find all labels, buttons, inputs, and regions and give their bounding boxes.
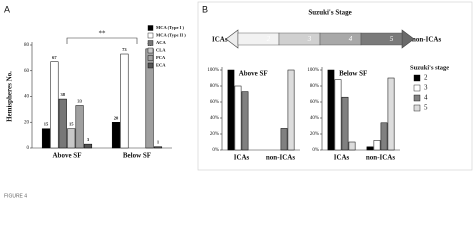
y-tick-label: 80% — [210, 84, 219, 89]
stage-segment — [319, 32, 362, 46]
y-tick-label: 20% — [310, 132, 319, 137]
figure: A B Suzuki's Stage ICAs non-ICAs FIGURE … — [4, 1, 473, 199]
y-tick-label: 80 — [24, 43, 30, 48]
bar — [153, 146, 163, 149]
data-label: 67 — [52, 55, 57, 60]
legend-swatch — [147, 62, 154, 69]
bar — [50, 61, 59, 149]
y-axis-label: Hemispheres No. — [6, 71, 14, 122]
bar — [327, 69, 335, 151]
x-tick-label: ICAs — [334, 154, 350, 162]
chart-title: Below SF — [339, 70, 367, 78]
stage-left: ICAs — [212, 36, 228, 44]
y-tick-label: 0 — [27, 146, 30, 151]
bar — [341, 96, 349, 151]
legend-label: PCA — [156, 55, 166, 60]
data-label: 1 — [157, 140, 160, 145]
legend-label: 2 — [424, 74, 428, 82]
bar — [287, 69, 295, 151]
legend-swatch — [147, 32, 154, 39]
legend-swatch — [413, 94, 421, 102]
legend-label: ACA — [156, 40, 166, 45]
y-tick-label: 100% — [307, 68, 319, 73]
data-label: 20 — [114, 115, 119, 120]
legend-label: 4 — [424, 94, 428, 102]
legend-label: MCA (Type II ) — [156, 33, 186, 38]
y-tick-label: 60% — [310, 100, 319, 105]
x-tick-label: Above SF — [53, 152, 82, 160]
bar — [334, 79, 342, 151]
bar — [387, 77, 395, 151]
y-tick-label: 40% — [210, 116, 219, 121]
stage-segment — [278, 32, 321, 46]
data-label: 38 — [61, 92, 66, 97]
legend-swatch — [147, 55, 154, 61]
stage-title: Suzuki's Stage — [308, 9, 351, 17]
stage-segment — [237, 32, 280, 46]
figure-label: FIGURE 4 — [4, 193, 27, 199]
bar — [67, 128, 76, 149]
x-tick-label: non-ICAs — [366, 154, 395, 162]
stage-label: 4 — [349, 35, 353, 43]
stage-label: 2 — [267, 35, 271, 43]
bar — [280, 128, 288, 151]
panel-label: B — [202, 4, 208, 14]
y-tick-label: 60% — [210, 100, 219, 105]
x-tick-label: Below SF — [123, 152, 151, 160]
bar — [366, 146, 374, 151]
bar — [120, 53, 129, 149]
y-tick-label: 100% — [207, 68, 219, 73]
legend-label: MCA (Type I ) — [156, 25, 185, 30]
bar — [380, 122, 388, 151]
legend-label: 5 — [424, 104, 428, 112]
legend-swatch — [147, 25, 154, 31]
legend-swatch — [147, 47, 154, 54]
bar — [241, 91, 249, 151]
stage-label: 5 — [390, 35, 394, 43]
y-tick-label: 40 — [24, 95, 30, 100]
y-tick-label: 20% — [210, 132, 219, 137]
legend-swatch — [413, 104, 421, 112]
y-tick-label: 80% — [310, 84, 319, 89]
y-tick-label: 0% — [212, 148, 219, 153]
data-label: 3 — [87, 137, 90, 142]
stage-label: 3 — [307, 35, 312, 43]
legend-label: 3 — [424, 84, 428, 92]
bar — [41, 128, 51, 149]
x-tick-label: ICAs — [234, 154, 250, 162]
bar — [83, 143, 93, 149]
legend-swatch — [147, 40, 154, 46]
bar — [75, 105, 84, 149]
bar — [234, 85, 242, 151]
bracket — [66, 37, 138, 44]
annotation: ** — [99, 30, 107, 38]
bar — [348, 141, 356, 151]
legend-swatch — [413, 84, 421, 92]
y-tick-label: 0% — [312, 148, 319, 153]
bar — [111, 122, 121, 149]
bar — [58, 98, 67, 149]
legend-label: ECA — [156, 63, 166, 68]
legend-label: CLA — [156, 48, 166, 53]
stage-right: non-ICAs — [412, 36, 441, 44]
legend-title: Suzuki's stage — [410, 64, 449, 71]
bar — [227, 69, 235, 151]
bar — [373, 140, 381, 151]
data-label: 15 — [44, 122, 49, 127]
data-label: 33 — [77, 99, 82, 104]
y-tick-label: 60 — [24, 69, 30, 74]
x-tick-label: non-ICAs — [266, 154, 295, 162]
data-label: 15 — [69, 122, 74, 127]
y-tick-label: 40% — [310, 116, 319, 121]
y-tick-label: 20 — [24, 120, 30, 125]
legend-swatch — [413, 74, 421, 82]
chart-title: Above SF — [239, 70, 268, 78]
data-label: 73 — [122, 47, 127, 52]
panel-label: A — [4, 4, 10, 14]
stage-segment — [360, 32, 403, 46]
